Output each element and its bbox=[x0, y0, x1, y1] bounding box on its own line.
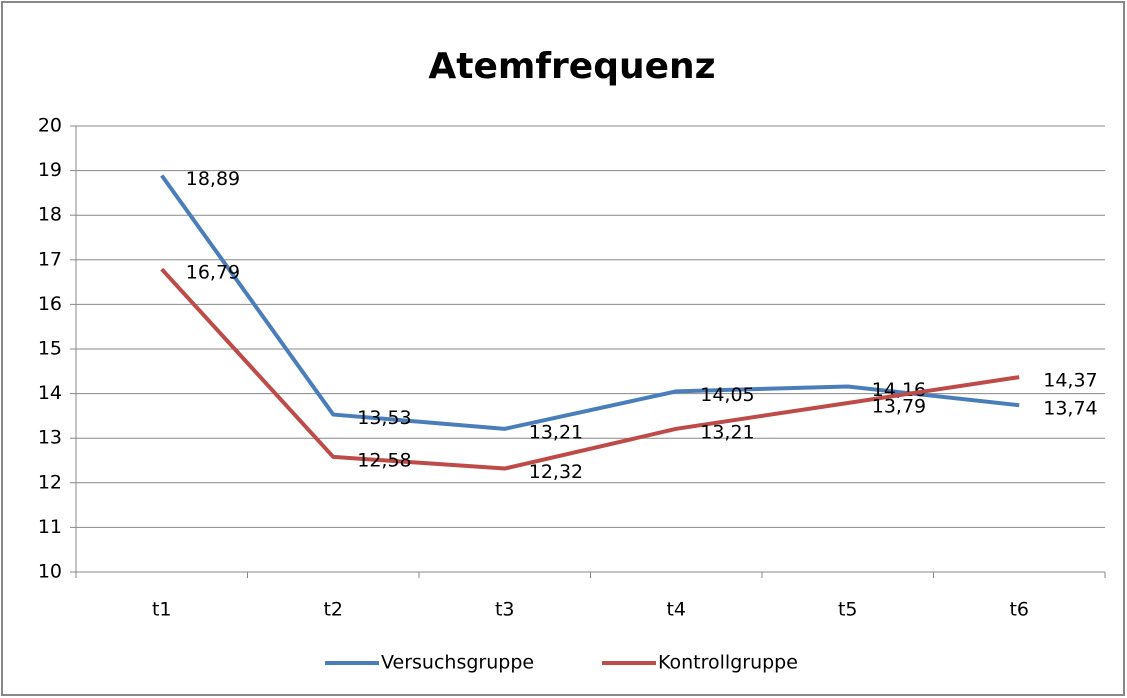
data-label: 13,74 bbox=[1043, 398, 1097, 420]
y-tick-label: 16 bbox=[38, 293, 62, 315]
x-tick-label: t2 bbox=[323, 599, 343, 621]
data-label: 14,37 bbox=[1043, 370, 1097, 392]
x-tick-label: t4 bbox=[666, 599, 686, 621]
series-line bbox=[160, 267, 1020, 471]
legend-label: Kontrollgruppe bbox=[658, 652, 798, 674]
series-line bbox=[160, 174, 1020, 431]
y-tick-label: 17 bbox=[38, 248, 62, 270]
x-tick-label: t5 bbox=[838, 599, 858, 621]
y-tick-label: 19 bbox=[38, 159, 62, 181]
x-tick-label: t3 bbox=[495, 599, 515, 621]
data-label: 13,21 bbox=[529, 421, 583, 443]
data-label: 13,53 bbox=[357, 407, 411, 429]
data-label: 12,32 bbox=[529, 461, 583, 483]
chart-title: Atemfrequenz bbox=[428, 46, 715, 87]
data-label: 13,21 bbox=[700, 421, 754, 443]
y-tick-label: 20 bbox=[38, 115, 62, 137]
x-tick-label: t1 bbox=[152, 599, 172, 621]
data-label: 13,79 bbox=[872, 395, 926, 417]
x-tick-label: t6 bbox=[1009, 599, 1029, 621]
y-tick-label: 10 bbox=[38, 561, 62, 583]
y-tick-label: 18 bbox=[38, 204, 62, 226]
y-tick-label: 14 bbox=[38, 382, 62, 404]
data-label: 14,05 bbox=[700, 384, 754, 406]
y-tick-label: 13 bbox=[38, 427, 62, 449]
y-tick-label: 12 bbox=[38, 471, 62, 493]
data-label: 12,58 bbox=[357, 449, 411, 471]
y-tick-label: 11 bbox=[38, 516, 62, 538]
legend-label: Versuchsgruppe bbox=[381, 652, 534, 674]
data-label: 18,89 bbox=[186, 168, 240, 190]
y-tick-label: 15 bbox=[38, 338, 62, 360]
data-label: 16,79 bbox=[186, 262, 240, 284]
